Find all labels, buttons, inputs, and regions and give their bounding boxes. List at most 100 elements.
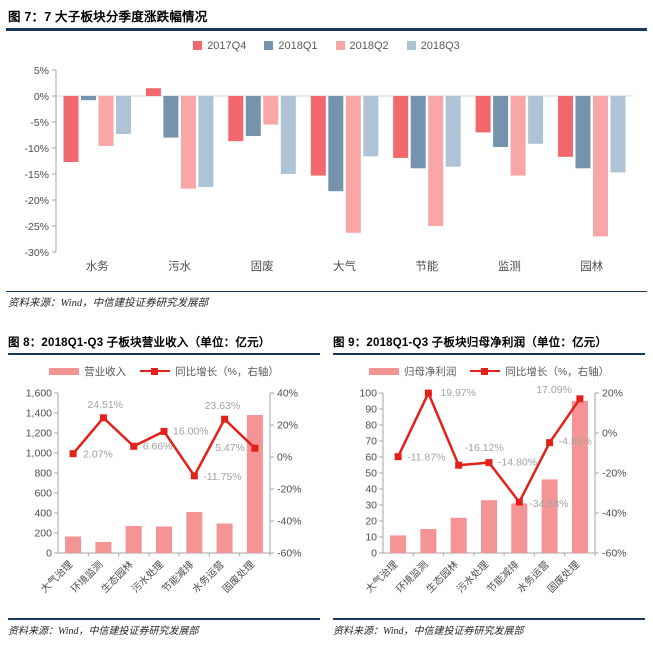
fig9-plot: 100908070605040302010020%0%-20%-40%-60%大… [359,384,627,596]
legend-label: 2018Q3 [420,39,460,52]
left-tick-label: 200 [34,528,52,540]
x-category-label: 污水处理 [454,559,491,596]
x-category-label: 生态园林 [98,558,135,595]
bar-大气治理 [65,536,82,553]
right-tick-label: -20% [602,468,627,480]
line-data-label: 2.07% [83,449,113,461]
bar-2017Q4-节能 [393,95,409,158]
left-tick-label: 70 [365,436,377,448]
line-data-label: -4.81% [559,436,592,448]
x-category-label: 节能减排 [159,558,196,595]
x-category-label: 水务 [86,259,109,273]
x-category-label: 水务运营 [514,558,551,595]
line-marker [485,459,493,467]
bar-环境监测 [420,529,437,553]
bar-生态园林 [125,526,142,553]
fig9-source: 资料来源：Wind，中信建投证券研究发展部 [333,626,524,637]
legend-item: 2018Q1 [264,40,318,52]
legend-item: 2018Q3 [406,39,460,52]
fig8-plot: 1,600 1,400 1,200 1,000 800 600 400 200 0 40% 20% 0… [26,388,302,596]
line-marker [576,395,584,403]
bar-节能减排 [186,512,203,553]
left-tick-label: 50 [365,468,377,480]
fig7-source-rule [6,290,647,292]
line-data-label: 24.51% [87,399,123,411]
left-tick-label: 1,400 [26,408,52,420]
bar-水务运营 [216,523,233,553]
x-category-label: 水务运营 [189,558,226,595]
bar-污水处理 [156,526,172,553]
y-tick-label: -5% [30,116,49,128]
right-tick-label: 20% [277,420,298,432]
legend-label: 2018Q2 [349,39,389,52]
fig8-source: 资料来源：Wind，中信建投证券研究发展部 [8,626,199,637]
line-marker [160,427,168,435]
right-tick-label: 0% [602,428,617,440]
bar-生态园林 [450,517,467,553]
x-category-label: 环境监测 [68,558,105,595]
bar-2018Q2-大气 [345,95,361,233]
left-tick-label: 1,000 [26,448,52,460]
line-marker [394,453,402,461]
x-category-label: 监测 [498,260,521,273]
bar-2018Q3-园林 [610,95,626,172]
right-tick-label: 40% [277,388,298,400]
left-tick-label: 20 [365,516,377,528]
fig8-legend: 营业收入 同比增长（%，右轴） [8,363,320,379]
legend-label: 归母净利润 [403,365,457,378]
legend-marker [151,367,159,375]
x-category-label: 固废处理 [220,558,257,595]
bar-2018Q1-大气 [328,95,344,191]
line-data-label: 19.97% [440,387,476,399]
x-category-label: 污水处理 [129,559,166,596]
y-tick-label: -15% [24,168,49,180]
legend-item: 同比增长（%，右轴） [470,364,609,379]
fig8-source-rule [8,618,320,620]
fig7-title: 图 7：7 大子板块分季度涨跌幅情况 [8,10,208,24]
fig7-chart: 5% 0% -5% -10% -15% -20% -25% -30% 水务 污水 固废 大气 节能 监测 园… [8,56,645,291]
legend-item: 营业收入 [49,364,126,379]
y-tick-label: -10% [24,142,49,154]
y-tick-label: -25% [24,220,49,232]
left-tick-label: 100 [359,388,377,400]
left-tick-label: 80 [365,420,377,432]
left-tick-label: 40 [365,484,377,496]
bar-2017Q4-固废 [228,95,244,141]
x-category-label: 生态园林 [423,558,460,595]
fig8-section: 图 8：2018Q1-Q3 子板块营业收入（单位：亿元） 营业收入 同比增长（%，… [8,330,320,641]
bar-2018Q1-园林 [575,95,591,168]
left-tick-label: 60 [365,452,377,464]
fig9-title-rule [333,353,645,355]
fig9-section: 图 9：2018Q1-Q3 子板块归母净利润（单位：亿元） 归母净利润 同比增长（… [333,330,645,641]
bottom-panels: 图 8：2018Q1-Q3 子板块营业收入（单位：亿元） 营业收入 同比增长（%，… [8,330,645,641]
legend-item: 2017Q4 [193,40,246,52]
left-tick-label: 800 [34,468,52,480]
line-data-label: -11.75% [203,471,241,483]
fig8-title-rule [8,353,320,355]
bar-2018Q1-水务 [81,95,96,100]
y-tick-label: -20% [24,194,49,206]
line-marker [130,442,138,450]
bar-2017Q4-监测 [475,95,491,132]
bar-2018Q2-水务 [98,95,114,146]
line-data-label: 6.66% [143,440,173,452]
bar-2017Q4-水务 [63,95,79,162]
left-tick-label: 600 [34,488,52,500]
legend-square-swatch [264,41,274,50]
line-marker [515,498,523,506]
x-category-label: 固废处理 [545,558,582,595]
line-marker [221,415,229,423]
right-tick-label: -60% [602,548,627,560]
bar-2018Q3-污水 [198,95,214,187]
x-category-label: 大气治理 [38,558,75,595]
bar-2018Q2-园林 [593,95,608,236]
x-category-label: 污水 [168,260,191,273]
line-data-label: -14.80% [498,457,537,469]
line-marker [99,414,107,422]
fig7-title-rule [6,28,647,31]
line-data-label: 23.63% [205,400,241,412]
bar-节能减排 [511,503,528,553]
line-data-label: -34.53% [529,498,568,510]
line-data-label: 17.09% [536,384,572,396]
right-tick-label: 0% [277,452,292,464]
